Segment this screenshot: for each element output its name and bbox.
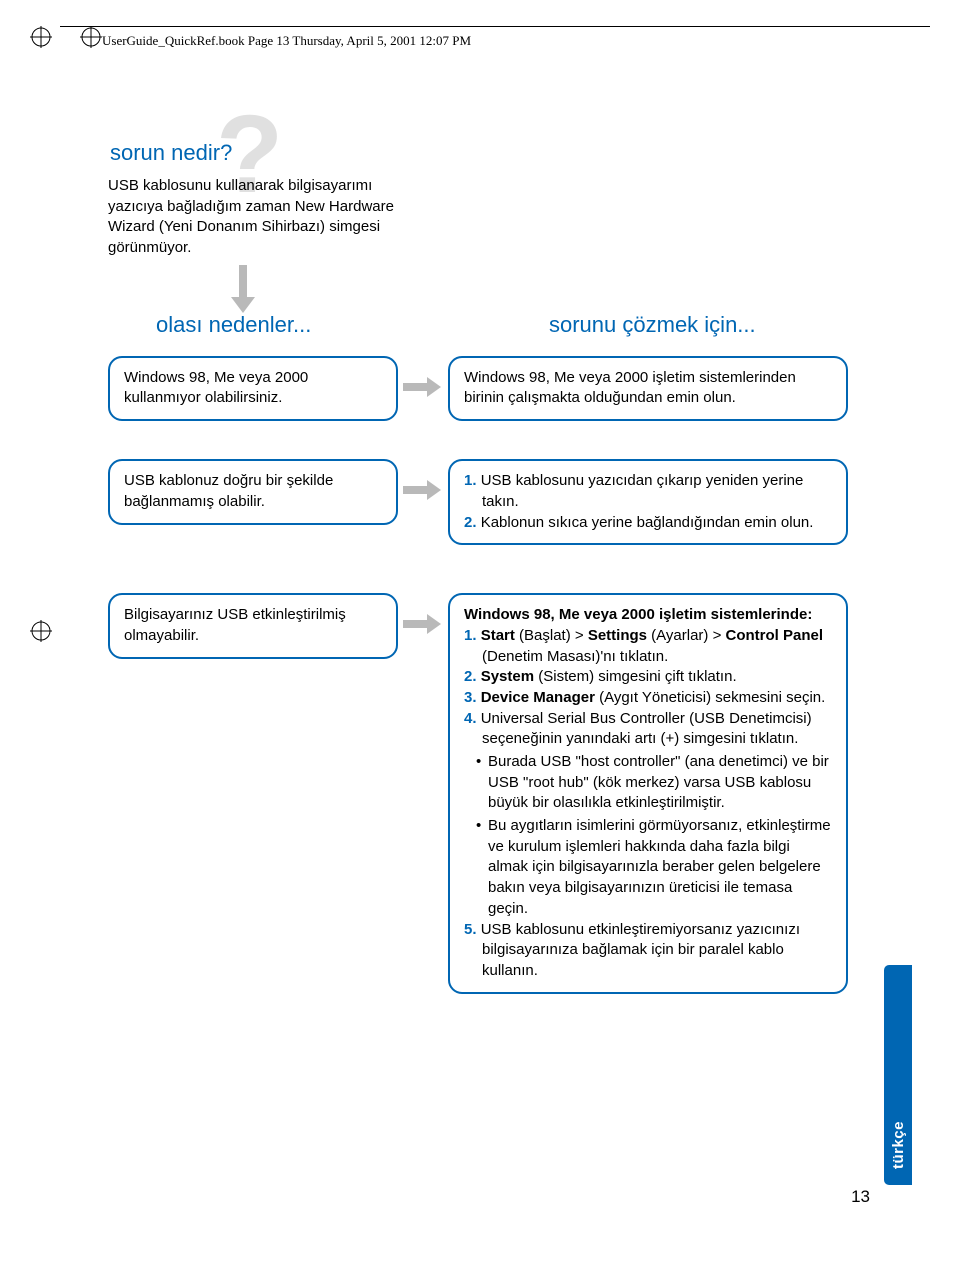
bullet-icon: • (476, 752, 488, 814)
step-number: 5. (464, 921, 477, 938)
text: USB kablosunu etkinleştiremiyorsanız yaz… (481, 921, 800, 979)
text-bold: Control Panel (726, 627, 824, 644)
crop-mark-icon (80, 26, 102, 48)
step-number: 1. (464, 472, 477, 489)
step-number: 1. (464, 627, 477, 644)
language-tab: türkçe (884, 965, 912, 1185)
step-number: 2. (464, 514, 477, 531)
text-bold: Settings (588, 627, 647, 644)
solution-header: Windows 98, Me veya 2000 işletim sisteml… (464, 605, 832, 626)
page-header-text: UserGuide_QuickRef.book Page 13 Thursday… (102, 33, 471, 49)
cause-box: Bilgisayarınız USB etkinleştirilmiş olma… (108, 593, 398, 658)
step-text: USB kablosunu yazıcıdan çıkarıp yeniden … (481, 472, 804, 510)
title-solve: sorunu çözmek için... (549, 312, 756, 338)
crop-mark-icon (30, 26, 52, 48)
text: Universal Serial Bus Controller (USB Den… (481, 710, 812, 748)
troubleshoot-row: Bilgisayarınız USB etkinleştirilmiş olma… (108, 593, 878, 993)
right-arrow-icon (398, 593, 448, 637)
bullet-icon: • (476, 816, 488, 919)
text-bold: Device Manager (481, 689, 595, 706)
step-text: Kablonun sıkıca yerine bağlandığından em… (481, 514, 814, 531)
cause-box: Windows 98, Me veya 2000 kullanmıyor ola… (108, 356, 398, 421)
step-number: 2. (464, 668, 477, 685)
bullet-text: Burada USB "host controller" (ana deneti… (488, 752, 832, 814)
step-number: 4. (464, 710, 477, 727)
title-causes: olası nedenler... (156, 312, 501, 338)
step-number: 3. (464, 689, 477, 706)
text-bold: Start (481, 627, 515, 644)
right-arrow-icon (398, 356, 448, 400)
title-problem: sorun nedir? (110, 140, 878, 166)
text: (Başlat) > (515, 627, 588, 644)
text: (Denetim Masası)'nı tıklatın. (482, 648, 668, 665)
troubleshoot-row: USB kablonuz doğru bir şekilde bağlanmam… (108, 459, 878, 545)
solution-box: Windows 98, Me veya 2000 işletim sisteml… (448, 593, 848, 993)
language-label: türkçe (890, 1121, 907, 1169)
text: (Aygıt Yöneticisi) sekmesini seçin. (595, 689, 825, 706)
cause-box: USB kablonuz doğru bir şekilde bağlanmam… (108, 459, 398, 524)
text: (Sistem) simgesini çift tıklatın. (534, 668, 737, 685)
text-bold: System (481, 668, 534, 685)
problem-description: USB kablosunu kullanarak bilgisayarımı y… (108, 176, 398, 259)
troubleshoot-row: Windows 98, Me veya 2000 kullanmıyor ola… (108, 356, 878, 421)
solution-box: 1. USB kablosunu yazıcıdan çıkarıp yenid… (448, 459, 848, 545)
solution-box: Windows 98, Me veya 2000 işletim sisteml… (448, 356, 848, 421)
text: (Ayarlar) > (647, 627, 726, 644)
bullet-text: Bu aygıtların isimlerini görmüyorsanız, … (488, 816, 832, 919)
right-arrow-icon (398, 459, 448, 503)
header-rule (60, 26, 930, 27)
content-area: ? sorun nedir? USB kablosunu kullanarak … (108, 140, 878, 994)
crop-mark-icon (30, 620, 52, 642)
page-number: 13 (851, 1187, 870, 1207)
